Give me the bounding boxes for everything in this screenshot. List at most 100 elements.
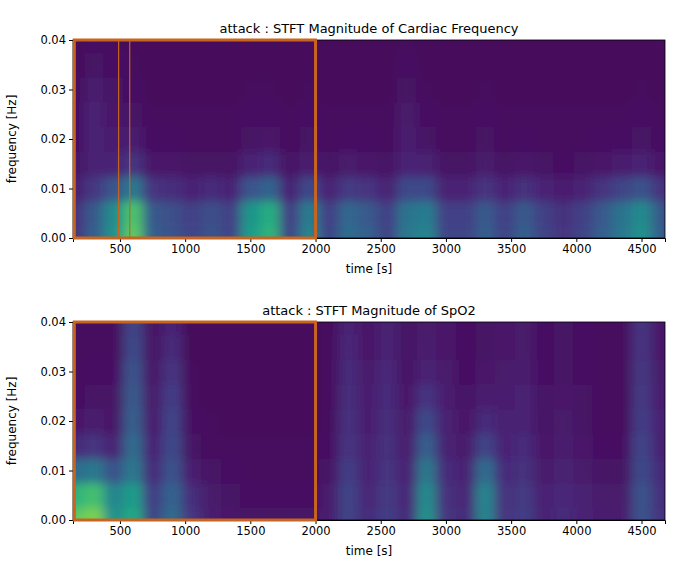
tick-label: 2500 bbox=[367, 242, 396, 256]
cell bbox=[573, 409, 593, 434]
cell bbox=[632, 176, 652, 201]
cell bbox=[182, 384, 202, 409]
cell bbox=[534, 409, 554, 434]
cell bbox=[338, 483, 358, 508]
cell bbox=[593, 77, 613, 102]
cell bbox=[534, 201, 554, 226]
cell bbox=[573, 433, 593, 458]
cell bbox=[280, 433, 300, 458]
tick-label: 0.03 bbox=[40, 365, 66, 379]
cell bbox=[241, 458, 261, 483]
cell bbox=[514, 151, 534, 176]
cell bbox=[593, 334, 613, 359]
cell bbox=[123, 508, 143, 520]
cell bbox=[514, 334, 534, 359]
cell bbox=[397, 102, 417, 127]
tick-mark bbox=[69, 520, 73, 521]
cell bbox=[397, 176, 417, 201]
cell bbox=[143, 77, 163, 102]
cell bbox=[241, 483, 261, 508]
cell bbox=[260, 201, 280, 226]
cell bbox=[338, 40, 358, 53]
cell bbox=[319, 322, 339, 335]
cell bbox=[143, 127, 163, 152]
cell bbox=[221, 458, 241, 483]
cell bbox=[123, 201, 143, 226]
cell bbox=[456, 508, 476, 520]
cell bbox=[612, 40, 632, 53]
tick: 2000 bbox=[301, 238, 330, 256]
cell bbox=[514, 176, 534, 201]
cell bbox=[241, 151, 261, 176]
cell bbox=[162, 433, 182, 458]
cell bbox=[221, 334, 241, 359]
cell bbox=[84, 102, 104, 127]
cell bbox=[260, 176, 280, 201]
tick: 2500 bbox=[367, 238, 396, 256]
cell bbox=[338, 52, 358, 77]
cell bbox=[358, 102, 378, 127]
tick: 1500 bbox=[236, 238, 265, 256]
cell bbox=[201, 458, 221, 483]
cell bbox=[593, 322, 613, 335]
x-axis: 50010001500200025003000350040004500 bbox=[74, 520, 666, 538]
cell bbox=[417, 77, 437, 102]
cell bbox=[632, 226, 652, 238]
cell bbox=[162, 77, 182, 102]
cell bbox=[514, 127, 534, 152]
cell bbox=[651, 201, 665, 226]
cell bbox=[143, 483, 163, 508]
cell bbox=[632, 334, 652, 359]
cell bbox=[554, 226, 574, 238]
cell bbox=[534, 359, 554, 384]
cell bbox=[534, 322, 554, 335]
cell bbox=[319, 102, 339, 127]
cell bbox=[495, 176, 515, 201]
cell bbox=[456, 334, 476, 359]
cell bbox=[162, 201, 182, 226]
cell bbox=[514, 322, 534, 335]
panel: 500100015002000250030003500400045000.000… bbox=[5, 303, 671, 558]
tick: 1000 bbox=[171, 238, 200, 256]
cell bbox=[593, 127, 613, 152]
cell bbox=[280, 483, 300, 508]
cell bbox=[221, 40, 241, 53]
cell bbox=[201, 433, 221, 458]
cell bbox=[104, 359, 124, 384]
cell bbox=[338, 508, 358, 520]
tick: 4500 bbox=[627, 238, 656, 256]
cell bbox=[182, 508, 202, 520]
cell bbox=[358, 384, 378, 409]
cell bbox=[123, 127, 143, 152]
cell bbox=[612, 483, 632, 508]
cell bbox=[456, 201, 476, 226]
tick: 0.02 bbox=[40, 132, 73, 146]
cell bbox=[280, 409, 300, 434]
cell bbox=[162, 359, 182, 384]
cell bbox=[338, 458, 358, 483]
y-axis: 0.000.010.020.030.04 bbox=[40, 315, 73, 527]
cell bbox=[612, 458, 632, 483]
cell bbox=[554, 334, 574, 359]
cell bbox=[475, 433, 495, 458]
cell bbox=[221, 77, 241, 102]
cell bbox=[143, 102, 163, 127]
cell bbox=[534, 40, 554, 53]
cell bbox=[221, 409, 241, 434]
tick: 0.00 bbox=[40, 513, 73, 527]
cell bbox=[241, 127, 261, 152]
cell bbox=[358, 226, 378, 238]
cell bbox=[632, 102, 652, 127]
cell bbox=[358, 334, 378, 359]
cell bbox=[182, 322, 202, 335]
cell bbox=[123, 176, 143, 201]
cell bbox=[514, 409, 534, 434]
cell bbox=[338, 77, 358, 102]
cell bbox=[554, 52, 574, 77]
cell bbox=[84, 483, 104, 508]
cell bbox=[417, 322, 437, 335]
cell bbox=[651, 322, 665, 335]
tick-label: 1500 bbox=[236, 242, 265, 256]
cell bbox=[221, 52, 241, 77]
cell bbox=[436, 508, 456, 520]
